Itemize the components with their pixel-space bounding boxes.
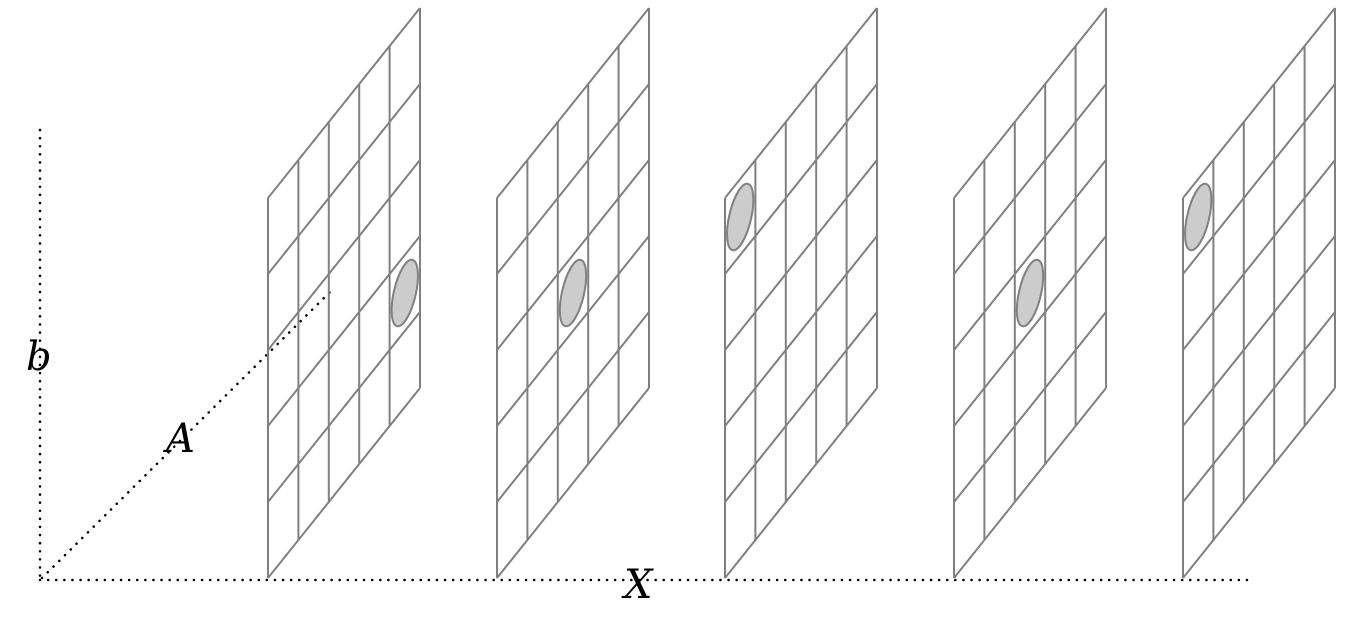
grid-slanted-line [1183,84,1335,274]
panel-5 [1180,8,1335,578]
grid-slanted-line [725,312,877,502]
grid-slanted-line [1183,312,1335,502]
grid-slanted-line [954,312,1106,502]
highlight-marker [386,257,423,328]
grid-slanted-line [954,388,1106,578]
grid-slanted-line [497,84,649,274]
grid-slanted-line [954,8,1106,198]
grid-slanted-line [497,388,649,578]
highlight-marker [555,257,592,328]
grid-slanted-line [268,8,420,198]
grid-slanted-line [725,8,877,198]
highlight-marker [1012,257,1049,328]
highlight-marker [722,181,759,252]
panel-4 [954,8,1106,578]
grid-slanted-line [725,84,877,274]
grid-slanted-line [1183,388,1335,578]
axis-label-x: X [621,562,654,608]
grid-slanted-line [725,236,877,426]
panels [268,8,1335,578]
panel-1 [268,8,423,578]
panel-2 [497,8,649,578]
grid-slanted-line [268,312,420,502]
axis-label-b: b [26,334,52,380]
grid-slanted-line [1183,8,1335,198]
panel-3 [722,8,877,578]
grid-slanted-line [725,388,877,578]
grid-slanted-line [268,236,420,426]
grid-slanted-line [497,8,649,198]
grid-slanted-line [268,84,420,274]
grid-slanted-line [954,84,1106,274]
grid-slanted-line [497,312,649,502]
grid-slanted-line [1183,236,1335,426]
axis-label-a: A [162,416,195,462]
grid-slanted-line [268,388,420,578]
axes [40,130,1252,580]
highlight-marker [1180,181,1217,252]
